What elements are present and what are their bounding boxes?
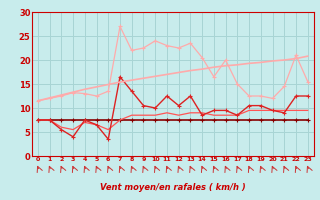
Text: Vent moyen/en rafales ( km/h ): Vent moyen/en rafales ( km/h ) (100, 183, 246, 192)
